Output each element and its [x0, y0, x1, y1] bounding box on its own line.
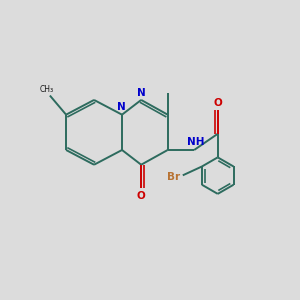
- Text: N: N: [117, 102, 125, 112]
- Text: NH: NH: [187, 137, 204, 147]
- Text: O: O: [213, 98, 222, 108]
- Text: N: N: [137, 88, 146, 98]
- Text: O: O: [137, 190, 146, 201]
- Text: CH₃: CH₃: [40, 85, 54, 94]
- Text: Br: Br: [167, 172, 180, 182]
